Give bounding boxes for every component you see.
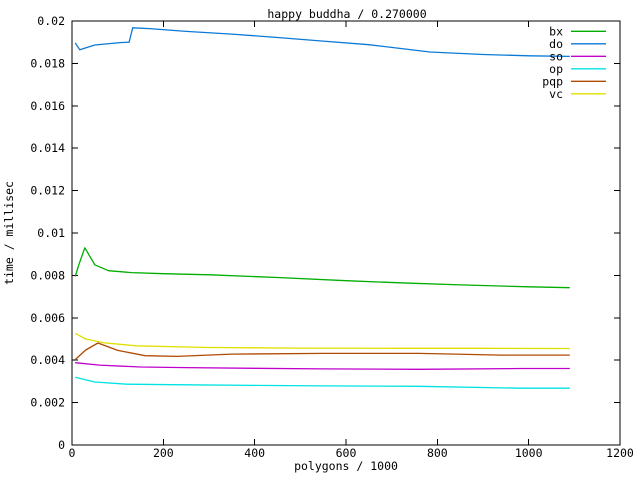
series-line-op [75, 376, 570, 389]
y-tick-label: 0.004 [30, 353, 65, 367]
plot-area: 0 200 400 600 800 1000 1200 0 0.002 0.004 0.006 0.0… [30, 14, 634, 460]
legend-label-pqp: pqp [542, 74, 563, 88]
series-line-vc [74, 332, 570, 350]
y-tick-label: 0.01 [37, 226, 65, 240]
legend-label-so: so [549, 49, 563, 63]
x-tick-label: 200 [153, 446, 174, 460]
chart-title: happy buddha / 0.270000 [267, 7, 426, 21]
y-tick-label: 0.008 [30, 268, 65, 282]
legend-label-bx: bx [549, 24, 563, 38]
x-tick-label: 0 [69, 446, 76, 460]
series-line-bx [74, 247, 570, 289]
y-tick-label: 0.016 [30, 99, 65, 113]
x-tick-label: 1200 [606, 446, 634, 460]
series-line-do [74, 27, 570, 58]
y-tick-label: 0.012 [30, 184, 65, 198]
legend-label-do: do [549, 37, 563, 51]
x-tick-label: 600 [336, 446, 357, 460]
x-tick-label: 1000 [515, 446, 543, 460]
y-tick-label: 0.002 [30, 396, 65, 410]
y-tick-label: 0.02 [37, 14, 65, 28]
y-tick-label: 0.006 [30, 311, 65, 325]
legend-label-op: op [549, 62, 563, 76]
legend-label-vc: vc [549, 87, 563, 101]
y-axis-label: time / millisec [2, 181, 16, 285]
plot-border [71, 20, 621, 446]
x-tick-label: 400 [244, 446, 265, 460]
y-tick-label: 0.018 [30, 56, 65, 70]
series-line-so [75, 362, 570, 370]
x-axis-label: polygons / 1000 [294, 459, 398, 473]
y-tick-label: 0.014 [30, 141, 65, 155]
series-line-pqp [74, 342, 570, 361]
y-tick-label: 0 [58, 438, 65, 452]
x-tick-label: 800 [427, 446, 448, 460]
